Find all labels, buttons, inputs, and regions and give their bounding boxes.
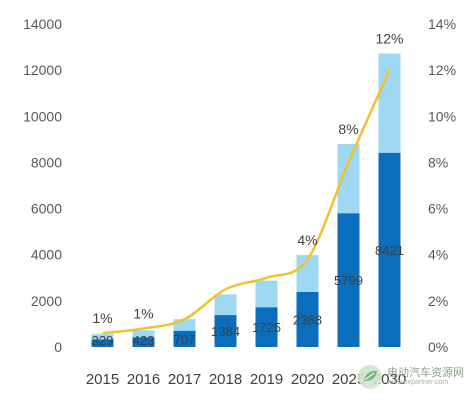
x-axis: 2015 2016 2017 2018 2019 2020 2025 2030 <box>86 371 406 388</box>
line-value-label: 12% <box>375 31 403 47</box>
y2-tick-label: 8% <box>428 154 448 170</box>
y2-tick-label: 0% <box>428 339 448 355</box>
y-tick-label: 0 <box>54 339 62 355</box>
y-tick-label: 10000 <box>23 108 62 124</box>
data-labels: 329 423 707 1384 1725 2388 5799 8421 1% 1% 4% 8% 12% <box>92 31 404 348</box>
penetration-line <box>102 69 391 335</box>
bar-segment-lower <box>337 213 360 347</box>
line-value-label: 1% <box>133 306 153 322</box>
x-tick-label: 2020 <box>291 371 324 388</box>
line-value-label: 4% <box>297 232 317 248</box>
y2-tick-label: 6% <box>428 201 448 217</box>
bar-value-label: 707 <box>174 332 196 347</box>
bar-value-label: 1725 <box>252 320 281 335</box>
y-tick-label: 12000 <box>23 62 62 78</box>
x-tick-label: 2025 <box>332 371 365 388</box>
x-tick-label: 2016 <box>127 371 160 388</box>
x-tick-label: 2017 <box>168 371 201 388</box>
bar-series <box>91 53 401 347</box>
y-tick-label: 2000 <box>31 293 62 309</box>
y2-tick-label: 4% <box>428 247 448 263</box>
bar-segment-lower <box>378 152 401 347</box>
y-tick-label: 4000 <box>31 247 62 263</box>
x-tick-label: 2018 <box>209 371 242 388</box>
y-tick-label: 6000 <box>31 201 62 217</box>
bar-segment-upper <box>132 330 155 338</box>
watermark-main-text: 电动汽车资源网 <box>387 367 464 379</box>
bar-segment-lower <box>255 307 278 347</box>
bar-segment-upper <box>337 143 360 214</box>
bar-value-label: 5799 <box>334 273 363 288</box>
y2-tick-label: 14% <box>428 16 456 32</box>
bar-segment-lower <box>296 291 319 347</box>
y-tick-label: 14000 <box>23 16 62 32</box>
bar-value-label: 8421 <box>375 243 404 258</box>
y-axis-right: 0% 2% 4% 6% 8% 10% 12% 14% <box>428 16 456 355</box>
bar-value-label: 1384 <box>211 324 240 339</box>
bar-segment-upper <box>255 280 278 308</box>
line-value-label: 1% <box>92 310 112 326</box>
y-tick-label: 8000 <box>31 154 62 170</box>
bar-value-label: 2388 <box>293 312 322 327</box>
line-value-label: 8% <box>338 121 358 137</box>
bar-segment-lower <box>214 315 237 347</box>
bar-segment-lower <box>173 330 196 347</box>
x-tick-label: 2015 <box>86 371 119 388</box>
bar-segment-lower <box>91 339 114 347</box>
bar-value-label: 423 <box>133 333 155 348</box>
y2-tick-label: 12% <box>428 62 456 78</box>
bar-segment-upper <box>173 319 196 331</box>
y2-tick-label: 2% <box>428 293 448 309</box>
bar-segment-upper <box>214 294 237 316</box>
watermark: 电动汽车资源网 www.evpartner.com <box>357 364 464 390</box>
watermark-sub-text: www.evpartner.com <box>387 379 449 386</box>
x-tick-label: 2019 <box>250 371 283 388</box>
y2-tick-label: 10% <box>428 108 456 124</box>
y-axis-left: 0 2000 4000 6000 8000 10000 12000 14000 <box>23 16 62 355</box>
leaf-logo-icon <box>358 365 382 389</box>
bar-segment-lower <box>132 337 155 347</box>
bar-value-label: 329 <box>92 333 114 348</box>
bar-segment-upper <box>378 53 401 153</box>
line-series <box>102 69 391 335</box>
bar-segment-upper <box>91 334 114 340</box>
